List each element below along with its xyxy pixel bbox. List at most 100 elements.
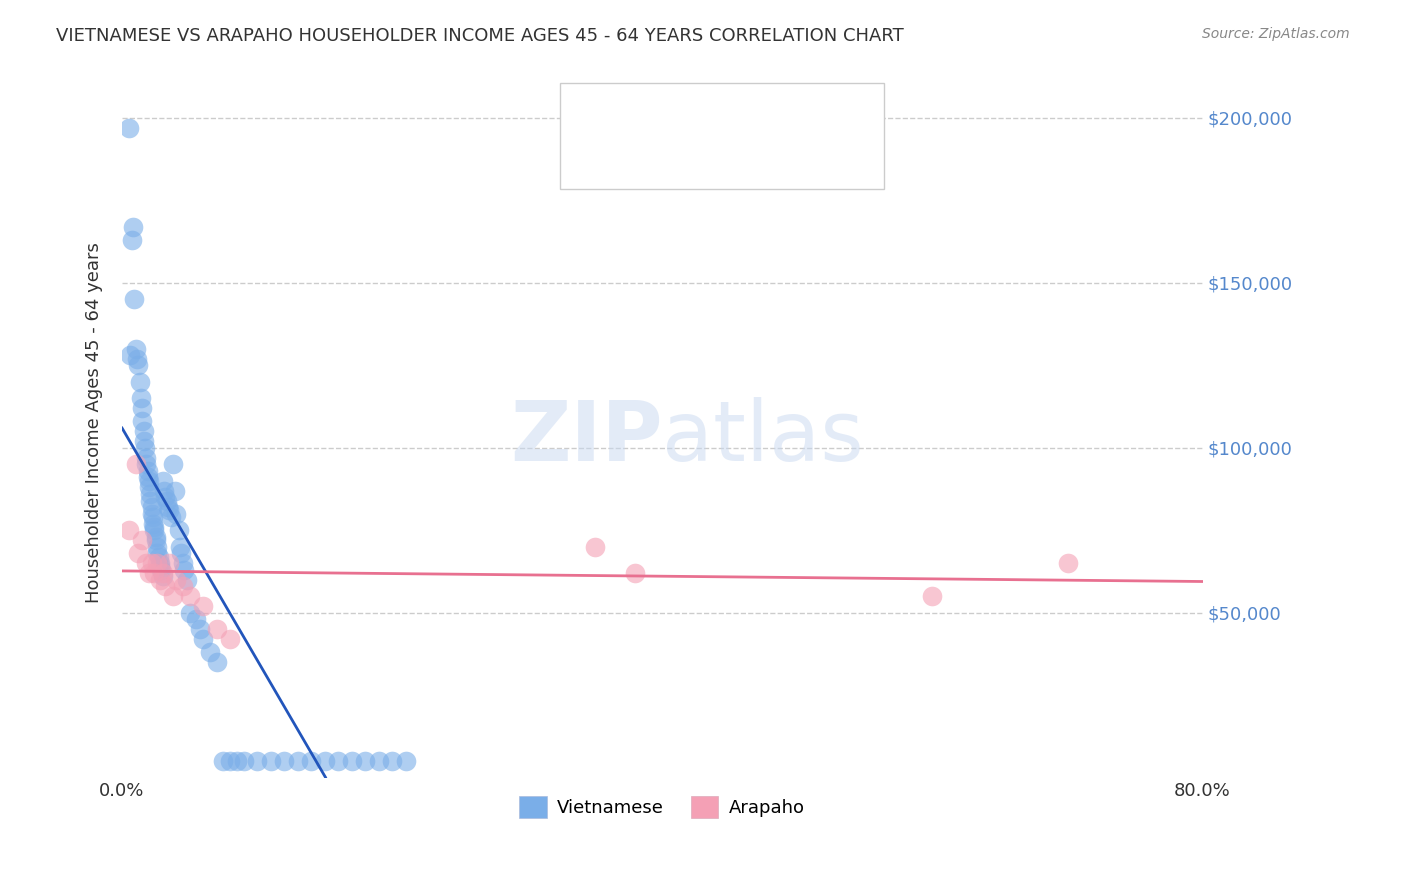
Vietnamese <box>328 754 350 768</box>
Vietnamese <box>170 546 193 560</box>
Vietnamese <box>141 500 163 515</box>
Vietnamese <box>142 516 165 531</box>
Vietnamese <box>127 359 149 373</box>
Vietnamese <box>145 530 167 544</box>
Text: Source: ZipAtlas.com: Source: ZipAtlas.com <box>1202 27 1350 41</box>
Legend: Vietnamese, Arapaho: Vietnamese, Arapaho <box>512 789 813 825</box>
Arapaho <box>143 566 166 580</box>
Arapaho <box>135 556 157 570</box>
Vietnamese <box>132 434 155 449</box>
Vietnamese <box>149 559 172 574</box>
Vietnamese <box>146 546 169 560</box>
Arapaho <box>179 589 201 603</box>
Vietnamese <box>259 754 281 768</box>
Vietnamese <box>191 632 214 646</box>
Vietnamese <box>131 414 153 428</box>
Vietnamese <box>246 754 269 768</box>
Vietnamese <box>124 342 146 356</box>
Arapaho <box>205 622 228 636</box>
Vietnamese <box>299 754 322 768</box>
Vietnamese <box>149 556 172 570</box>
Vietnamese <box>273 754 295 768</box>
Y-axis label: Householder Income Ages 45 - 64 years: Householder Income Ages 45 - 64 years <box>86 243 103 604</box>
Arapaho <box>191 599 214 613</box>
Vietnamese <box>173 563 195 577</box>
Arapaho <box>127 546 149 560</box>
Arapaho <box>131 533 153 548</box>
Arapaho <box>1056 556 1078 570</box>
Vietnamese <box>172 556 194 570</box>
Text: VIETNAMESE VS ARAPAHO HOUSEHOLDER INCOME AGES 45 - 64 YEARS CORRELATION CHART: VIETNAMESE VS ARAPAHO HOUSEHOLDER INCOME… <box>56 27 904 45</box>
Arapaho <box>138 566 160 580</box>
Vietnamese <box>167 523 190 537</box>
Vietnamese <box>162 457 184 471</box>
Vietnamese <box>367 754 389 768</box>
Vietnamese <box>205 655 228 669</box>
Vietnamese <box>186 612 208 626</box>
Vietnamese <box>169 540 191 554</box>
Vietnamese <box>125 351 148 366</box>
Vietnamese <box>118 120 141 135</box>
Arapaho <box>155 579 177 593</box>
Arapaho <box>624 566 647 580</box>
Vietnamese <box>145 533 167 548</box>
Arapaho <box>149 573 172 587</box>
Vietnamese <box>135 457 157 471</box>
Arapaho <box>118 523 141 537</box>
Text: ZIP: ZIP <box>510 397 662 478</box>
Vietnamese <box>314 754 336 768</box>
Vietnamese <box>141 507 163 521</box>
Vietnamese <box>139 487 162 501</box>
Vietnamese <box>122 293 145 307</box>
Arapaho <box>124 457 146 471</box>
Vietnamese <box>146 540 169 554</box>
Vietnamese <box>120 348 142 362</box>
Vietnamese <box>395 754 418 768</box>
Vietnamese <box>136 464 159 478</box>
Vietnamese <box>139 493 162 508</box>
Vietnamese <box>156 500 179 515</box>
Vietnamese <box>165 507 187 521</box>
Vietnamese <box>219 754 242 768</box>
Arapaho <box>165 573 187 587</box>
Vietnamese <box>142 510 165 524</box>
Arapaho <box>583 540 606 554</box>
Vietnamese <box>134 441 156 455</box>
Text: atlas: atlas <box>662 397 865 478</box>
Vietnamese <box>131 401 153 416</box>
Vietnamese <box>340 754 363 768</box>
Vietnamese <box>155 490 177 504</box>
Vietnamese <box>143 523 166 537</box>
Vietnamese <box>176 573 198 587</box>
Arapaho <box>152 566 174 580</box>
Vietnamese <box>179 606 201 620</box>
Vietnamese <box>287 754 309 768</box>
FancyBboxPatch shape <box>560 83 884 189</box>
Vietnamese <box>212 754 235 768</box>
Vietnamese <box>153 483 176 498</box>
Vietnamese <box>190 622 212 636</box>
Arapaho <box>146 556 169 570</box>
Vietnamese <box>163 483 186 498</box>
Arapaho <box>157 556 180 570</box>
Vietnamese <box>136 470 159 484</box>
Vietnamese <box>354 754 377 768</box>
Vietnamese <box>132 425 155 439</box>
Vietnamese <box>121 233 143 247</box>
Vietnamese <box>121 219 143 234</box>
Vietnamese <box>232 754 254 768</box>
Vietnamese <box>157 503 180 517</box>
Vietnamese <box>150 563 173 577</box>
Vietnamese <box>128 375 150 389</box>
Vietnamese <box>381 754 404 768</box>
Arapaho <box>172 579 194 593</box>
Vietnamese <box>198 645 221 659</box>
Vietnamese <box>225 754 247 768</box>
Vietnamese <box>129 392 152 406</box>
Vietnamese <box>138 474 160 488</box>
Vietnamese <box>148 549 170 564</box>
Arapaho <box>162 589 184 603</box>
Vietnamese <box>159 510 181 524</box>
Vietnamese <box>156 493 179 508</box>
Arapaho <box>141 556 163 570</box>
